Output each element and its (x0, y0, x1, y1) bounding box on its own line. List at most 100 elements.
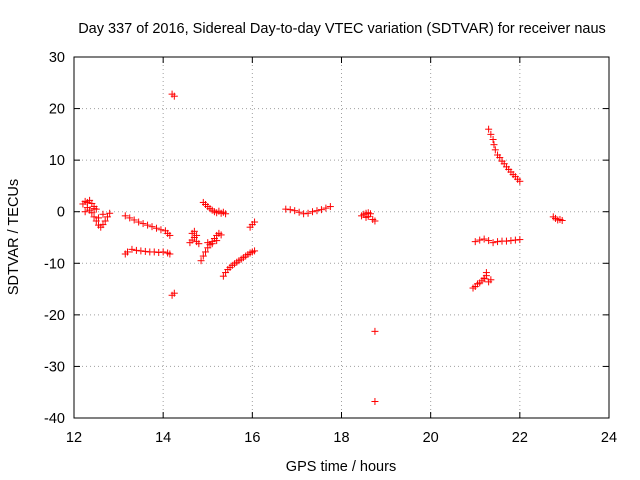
data-point (168, 291, 176, 299)
x-tick-label: 22 (512, 430, 528, 446)
y-tick-label: -30 (44, 359, 65, 375)
data-point (282, 205, 290, 213)
data-point (295, 208, 303, 216)
chart-title: Day 337 of 2016, Sidereal Day-to-day VTE… (78, 21, 606, 37)
data-point (362, 213, 370, 221)
data-point (286, 206, 294, 214)
data-point (251, 218, 259, 226)
data-point (150, 248, 158, 256)
data-point (103, 213, 111, 221)
data-point (190, 227, 198, 235)
x-tick-labels: 12 14 16 18 20 22 24 (66, 430, 617, 446)
data-point (490, 141, 498, 149)
y-tick-label: 0 (57, 205, 65, 221)
data-point (317, 206, 325, 214)
grid (74, 57, 609, 418)
data-point (471, 238, 479, 246)
data-point (222, 210, 230, 218)
data-point (489, 136, 497, 144)
y-tick-label: 20 (49, 102, 65, 118)
data-point (159, 248, 167, 256)
data-point (291, 207, 299, 215)
data-point (371, 327, 379, 335)
data-point (371, 217, 379, 225)
data-point (485, 125, 493, 133)
data-point (516, 236, 524, 244)
data-point (166, 250, 174, 258)
data-point (193, 231, 201, 239)
data-point (309, 208, 317, 216)
data-point (482, 269, 490, 277)
y-axis-label: SDTVAR / TECUs (6, 179, 22, 295)
data-point (132, 246, 140, 254)
x-tick-label: 24 (601, 430, 617, 446)
data-point (371, 397, 379, 405)
data-point (155, 248, 163, 256)
y-tick-label: 10 (49, 153, 65, 169)
data-point (126, 214, 134, 222)
data-point (219, 272, 227, 280)
data-point (204, 239, 212, 247)
data-point (476, 236, 484, 244)
data-point (137, 247, 145, 255)
data-point (496, 154, 504, 162)
data-point (130, 216, 138, 224)
x-axis-label: GPS time / hours (286, 459, 396, 475)
data-point (144, 221, 152, 229)
y-tick-label: -40 (44, 411, 65, 427)
data-point (128, 245, 136, 253)
data-point (313, 207, 321, 215)
data-point (485, 237, 493, 245)
data-point (199, 252, 207, 260)
data-point (326, 203, 334, 211)
data-point (480, 235, 488, 243)
y-tick-label: -10 (44, 256, 65, 272)
x-tick-label: 14 (155, 430, 171, 446)
data-point (81, 208, 89, 216)
data-point (511, 236, 519, 244)
data-point (148, 223, 156, 231)
data-point (141, 247, 149, 255)
data-point (507, 237, 515, 245)
data-point (90, 205, 98, 213)
data-point (558, 216, 566, 224)
data-point (170, 92, 178, 100)
data-point (300, 210, 308, 218)
y-tick-label: 30 (49, 50, 65, 66)
data-point (489, 239, 497, 247)
data-point (101, 217, 109, 225)
data-point (166, 231, 174, 239)
data-point (213, 237, 221, 245)
data-point (494, 238, 502, 246)
data-point (480, 275, 488, 283)
data-point (99, 210, 107, 218)
data-point (322, 204, 330, 212)
data-point (106, 209, 114, 217)
data-point (208, 240, 216, 248)
data-point (152, 224, 160, 232)
data-point (99, 221, 107, 229)
x-tick-label: 20 (423, 430, 439, 446)
y-tick-label: -20 (44, 308, 65, 324)
data-point (121, 212, 129, 220)
x-tick-label: 18 (333, 430, 349, 446)
y-tick-labels: -40 -30 -20 -10 0 10 20 30 (44, 50, 65, 427)
data-point (304, 209, 312, 217)
data-point (139, 220, 147, 228)
data-point (95, 214, 103, 222)
data-point (197, 257, 205, 265)
data-points (79, 90, 566, 405)
x-tick-label: 16 (244, 430, 260, 446)
plot-frame (73, 56, 610, 419)
data-point (135, 218, 143, 226)
data-point (487, 276, 495, 284)
data-point (202, 248, 210, 256)
data-point (487, 130, 495, 138)
data-point (491, 146, 499, 154)
data-point (124, 248, 131, 256)
data-point (516, 177, 524, 185)
data-point (88, 209, 96, 217)
x-tick-label: 12 (66, 430, 82, 446)
data-point (90, 213, 98, 221)
